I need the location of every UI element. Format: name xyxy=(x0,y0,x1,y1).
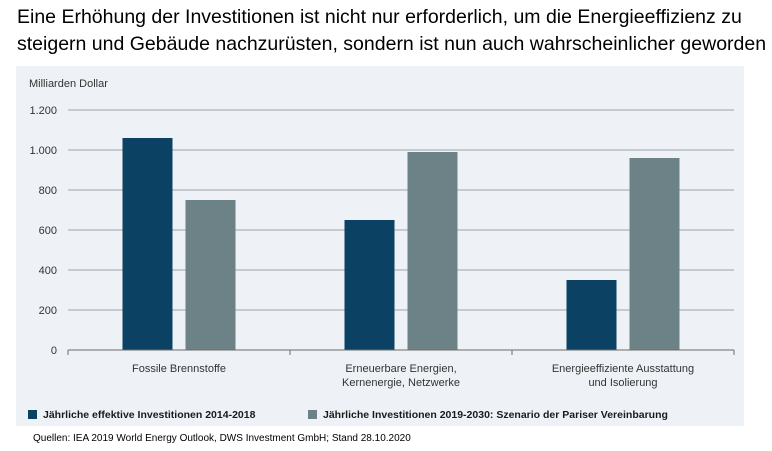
x-tick-label-1-line-1: Fossile Brennstoffe xyxy=(132,363,226,375)
legend-swatch-series-1 xyxy=(28,410,37,419)
y-tick-label-200: 200 xyxy=(39,305,57,317)
x-tick-labels: Fossile Brennstoffe Erneuerbare Energien,… xyxy=(132,363,694,389)
gridlines xyxy=(68,109,734,311)
bar-series-2-category-1 xyxy=(185,200,236,350)
bar-series-1-category-1 xyxy=(122,138,173,350)
legend-swatch-series-2 xyxy=(308,410,317,419)
legend-item-series-1: Jährliche effektive Investitionen 2014-2… xyxy=(28,409,255,421)
x-tick-label-3-line-2: und Isolierung xyxy=(588,377,657,389)
y-tick-label-400: 400 xyxy=(39,265,57,277)
headline: Eine Erhöhung der Investitionen ist nich… xyxy=(17,6,767,55)
y-tick-label-1000: 1.000 xyxy=(29,145,57,157)
x-axis xyxy=(67,349,735,355)
bar-series-2-category-3 xyxy=(629,158,680,350)
legend-item-series-2: Jährliche Investitionen 2019-2030: Szena… xyxy=(308,409,668,421)
source-note: Quellen: IEA 2019 World Energy Outlook, … xyxy=(33,433,411,444)
x-tick-label-3-line-1: Energieeffiziente Ausstattung xyxy=(552,363,694,375)
bar-series-1-category-3 xyxy=(566,280,617,350)
y-tick-labels: 0 200 400 600 800 1.000 1.200 xyxy=(29,105,57,357)
legend-label-series-1: Jährliche effektive Investitionen 2014-2… xyxy=(43,409,256,421)
y-tick-label-1200: 1.200 xyxy=(29,105,57,117)
bar-series-1-category-2 xyxy=(344,220,395,350)
bars xyxy=(122,138,680,350)
y-tick-label-600: 600 xyxy=(39,225,57,237)
x-tick-label-2-line-1: Erneuerbare Energien, xyxy=(345,363,456,375)
bar-series-2-category-2 xyxy=(407,152,458,350)
y-tick-label-800: 800 xyxy=(39,185,57,197)
y-tick-label-0: 0 xyxy=(51,345,57,357)
y-axis-unit-label: Milliarden Dollar xyxy=(29,78,108,90)
legend-label-series-2: Jährliche Investitionen 2019-2030: Szena… xyxy=(323,409,668,421)
x-tick-label-2-line-2: Kernenergie, Netzwerke xyxy=(342,377,460,389)
